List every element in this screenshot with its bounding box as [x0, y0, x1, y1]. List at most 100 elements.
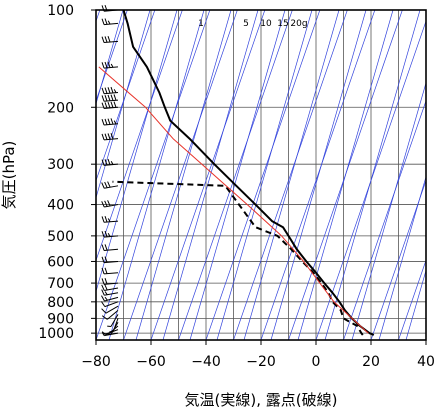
- wind-barb-feather: [101, 119, 105, 126]
- wind-barb-feather: [107, 232, 111, 237]
- y-tick-label: 200: [47, 100, 74, 116]
- y-tick-label: 900: [47, 311, 74, 327]
- temperature-line: [122, 10, 375, 336]
- wind-barb-staff: [104, 66, 119, 69]
- y-tick-label: 600: [47, 254, 74, 270]
- isotherm-line: [425, 338, 426, 340]
- wind-barb-staff: [105, 305, 119, 314]
- wind-barb-feather: [104, 291, 108, 295]
- wind-barb-staff: [104, 138, 119, 141]
- wind-barb: [101, 61, 119, 69]
- adiabat-line: [189, 10, 286, 340]
- wind-barb: [101, 295, 119, 302]
- wind-barb-feather: [104, 216, 108, 223]
- wind-barb-feather: [110, 133, 114, 140]
- wind-barb-feather: [101, 315, 108, 320]
- isotherm-line: [96, 10, 128, 102]
- wind-barb-staff: [112, 318, 119, 332]
- wind-barb-feather: [104, 36, 108, 43]
- wind-barb-feather: [101, 102, 105, 109]
- y-tick-label: 500: [47, 229, 74, 245]
- wind-barb: [101, 244, 119, 251]
- temperature-gridlines: [96, 10, 426, 340]
- mixing-ratio-label: 10: [260, 19, 272, 29]
- isotherm-line: [96, 10, 156, 182]
- wind-barb: [101, 181, 119, 189]
- y-axis-label: 気圧(hPa): [0, 141, 18, 210]
- wind-barb-staff: [104, 296, 119, 302]
- x-tick-label: −20: [246, 354, 276, 370]
- wind-barb-feather: [104, 230, 108, 237]
- wind-barb-feather: [107, 200, 111, 207]
- x-tick-label: 0: [312, 354, 321, 370]
- adiabat-line: [162, 10, 259, 340]
- wind-barb-staff: [110, 314, 119, 327]
- wind-barb-feather: [104, 95, 108, 102]
- wind-barb: [101, 118, 119, 126]
- adiabat-line: [378, 175, 426, 340]
- wind-barb-staff: [104, 163, 119, 166]
- wind-barb-feather: [107, 20, 111, 25]
- wind-barb-feather: [101, 182, 105, 189]
- x-tick-label: 20: [362, 354, 380, 370]
- adiabat-line: [96, 10, 124, 106]
- wind-barb-feather: [101, 95, 105, 102]
- wind-barb-staff: [106, 309, 119, 320]
- wind-barb: [101, 86, 119, 95]
- mixing-ratio-label: 20g: [290, 19, 307, 29]
- wind-barb-feather: [107, 94, 111, 101]
- wind-barb-feather: [104, 278, 108, 285]
- y-tick-label: 100: [47, 3, 74, 19]
- wind-barb-feather: [101, 256, 105, 263]
- isotherm-line: [315, 20, 426, 340]
- isotherm-line: [260, 10, 376, 340]
- x-axis-label: 気温(実線), 露点(破線): [185, 391, 338, 409]
- adiabat-line: [270, 10, 367, 340]
- adiabat-line: [135, 10, 232, 340]
- wind-barb: [101, 267, 119, 275]
- adiabat-line: [297, 10, 394, 340]
- wind-barb-feather: [104, 102, 108, 109]
- wind-barb-feather: [107, 36, 111, 43]
- x-axis-ticks: −80 −60 −40 −20 0 20 40: [81, 340, 435, 370]
- isotherm-line: [233, 10, 348, 340]
- wind-barb-feather: [113, 89, 117, 93]
- wind-barb: [101, 94, 119, 102]
- adiabat-line: [108, 10, 205, 340]
- wind-barb-feather: [104, 159, 108, 166]
- wind-barb-feather: [107, 158, 111, 166]
- wind-barb-staff: [104, 235, 119, 238]
- wind-barb-feather: [101, 62, 105, 69]
- mixing-ratio-label: 1: [198, 19, 204, 29]
- adiabat-line: [405, 269, 426, 340]
- wind-barb-feather: [107, 181, 111, 188]
- wind-barb-feather: [104, 200, 108, 207]
- wind-barb-feather: [110, 118, 114, 125]
- wind-barb-staff: [106, 325, 119, 336]
- wind-barb-feather: [104, 61, 108, 69]
- wind-barb-staff: [104, 40, 119, 44]
- wind-barb-staff: [104, 282, 119, 285]
- wind-barb-feather: [100, 301, 106, 307]
- sounding-series: [98, 10, 375, 336]
- wind-barb: [103, 325, 119, 336]
- wind-barb-feather: [101, 18, 105, 25]
- wind-barb-staff: [104, 220, 119, 223]
- wind-barb-staff: [104, 301, 119, 308]
- wind-barb-feather: [107, 218, 111, 223]
- isotherm-lines: [96, 10, 426, 340]
- wind-barb-feather: [104, 244, 108, 251]
- wind-barb-feather: [104, 118, 108, 125]
- wind-barb-feather: [113, 120, 117, 125]
- adiabat-line: [96, 10, 178, 293]
- wind-barb-staff: [104, 185, 119, 189]
- mixing-ratio-label: 5: [243, 19, 249, 29]
- adiabat-line: [96, 10, 151, 199]
- wind-barb: [109, 318, 119, 333]
- wind-barb-feather: [103, 332, 108, 336]
- wind-barb: [101, 284, 119, 291]
- y-tick-label: 800: [47, 295, 74, 311]
- wind-barb: [101, 158, 119, 166]
- wind-barb-feather: [101, 36, 105, 43]
- wind-barb: [101, 289, 119, 296]
